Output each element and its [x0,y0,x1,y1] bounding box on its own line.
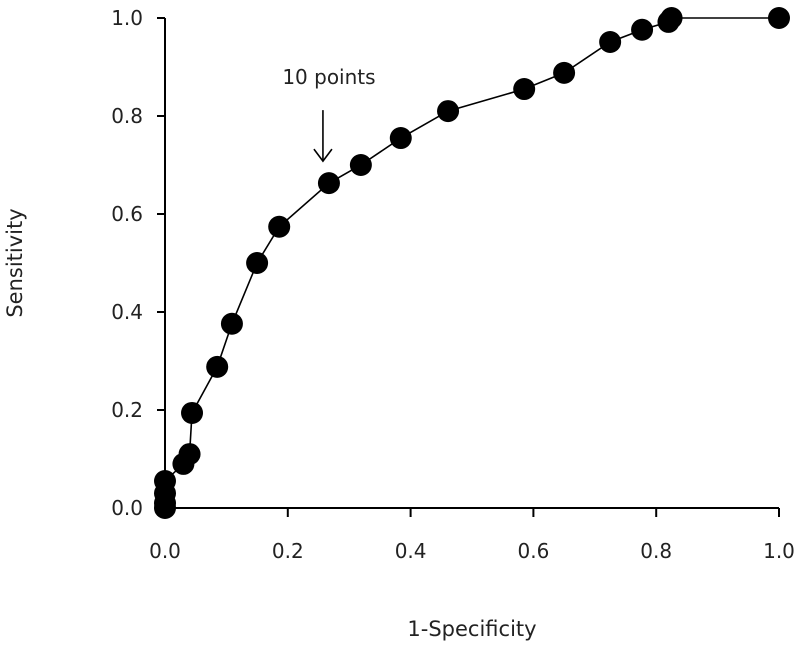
y-axis-title: Sensitivity [3,208,27,317]
y-tick-label: 1.0 [111,6,143,30]
data-point [220,312,243,335]
data-point [178,443,201,466]
arrow-head-icon [313,148,333,163]
data-point [389,127,412,150]
annotation-label: 10 points [282,65,375,89]
data-point [349,154,372,176]
data-point [660,7,683,29]
x-axis-title: 1-Specificity [407,617,536,641]
y-tick-label: 0.0 [111,496,143,520]
x-tick-label: 0.6 [517,539,549,563]
data-point [553,61,576,84]
axes: 0.0 0.2 0.4 0.6 0.8 1.0 0.0 0.2 0.4 0.6 0.8 1.0 1-Sp… [3,6,795,641]
data-point [317,172,340,195]
data-point [246,252,269,274]
data-point [181,401,204,424]
roc-line [164,17,779,508]
data-point [599,31,622,54]
y-tick-label: 0.4 [111,300,143,324]
annotations: 10 points [282,65,376,163]
roc-series [154,7,790,519]
data-point [268,215,291,238]
y-tick-label: 0.8 [111,104,143,128]
data-point [768,7,790,29]
x-tick-label: 0.4 [395,539,427,563]
data-point [154,470,176,493]
data-point [513,78,536,101]
y-tick-label: 0.6 [111,202,143,226]
x-tick-label: 1.0 [763,539,795,563]
data-point [437,100,460,123]
data-point [206,355,229,378]
x-tick-label: 0.0 [149,539,181,563]
y-tick-label: 0.2 [111,398,143,422]
x-tick-label: 0.2 [272,539,304,563]
data-point [631,18,654,41]
x-tick-label: 0.8 [640,539,672,563]
